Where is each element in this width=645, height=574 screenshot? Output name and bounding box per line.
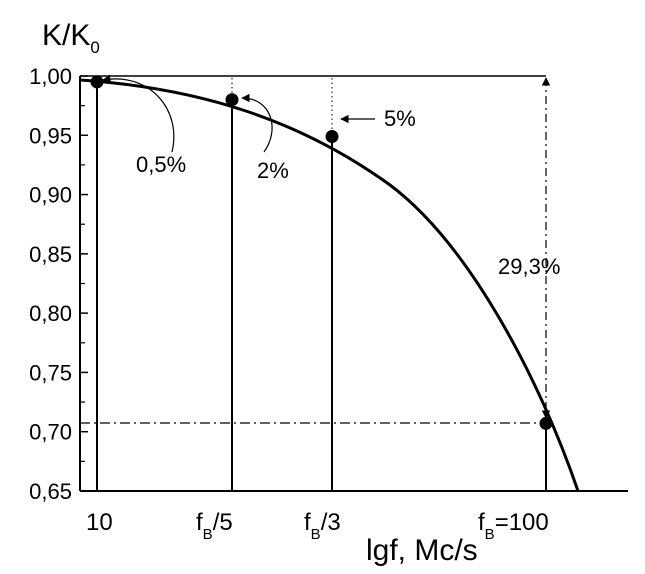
data-point-marker [539, 416, 553, 430]
annotation-arrow-2 [241, 93, 273, 153]
annotation-0-5-percent: 0,5% [136, 152, 186, 177]
data-points [90, 75, 553, 430]
y-tick-label: 0,85 [29, 242, 72, 267]
y-tick-label: 0,95 [29, 123, 72, 148]
x-axis-label: lgf, Mc/s [366, 534, 478, 567]
y-tick-label: 0,80 [29, 301, 72, 326]
x-tick-label: fB/5 [196, 509, 233, 543]
y-tick-label: 0,90 [29, 183, 72, 208]
annotation-29-3-percent: 29,3% [498, 254, 560, 279]
y-tick-label: 0,75 [29, 360, 72, 385]
drop-lines [96, 81, 547, 491]
y-tick-label: 0,65 [29, 479, 72, 504]
response-curve [79, 78, 580, 492]
data-point-marker [90, 75, 104, 89]
x-tick-label: fB=100 [478, 509, 549, 543]
x-ticks: 10 fB/5 fB/3 fB=100 [86, 484, 549, 543]
annotation-arrow-1 [102, 74, 175, 153]
x-tick-label: 10 [86, 509, 113, 536]
y-tick-label: 0,70 [29, 420, 72, 445]
x-tick-label: fB/3 [304, 509, 341, 543]
data-point-marker [325, 129, 339, 143]
y-tick-label: 1,00 [29, 64, 72, 89]
y-ticks: 0,65 0,70 0,75 0,80 0,85 0,90 0,95 1,00 [29, 64, 88, 504]
annotation-2-percent: 2% [257, 158, 289, 183]
annotation-5-percent: 5% [384, 106, 416, 131]
y-axis-label: K/K0 [42, 19, 100, 57]
data-point-marker [225, 93, 239, 107]
